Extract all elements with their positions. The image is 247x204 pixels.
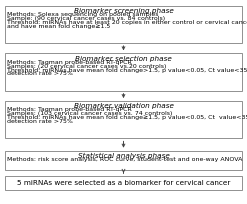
Text: Threshold: miRNAs have mean fold change>1.5, p value<0.05, Ct value<35, and: Threshold: miRNAs have mean fold change>… — [7, 68, 247, 73]
Bar — [5, 53, 242, 91]
Text: Methods: risk score analysis, ROC curve, student-test and one-way ANOVA: Methods: risk score analysis, ROC curve,… — [7, 157, 243, 162]
Text: Statistical analysis phase: Statistical analysis phase — [78, 153, 169, 159]
Text: Threshold: miRNAs have mean fold change≥1.5, p value<0.05, Ct  value<35, and: Threshold: miRNAs have mean fold change≥… — [7, 115, 247, 120]
Text: Threshold: miRNAs have at least 20 copies in either control or cervical cancer g: Threshold: miRNAs have at least 20 copie… — [7, 20, 247, 25]
Text: detection rate >75%: detection rate >75% — [7, 71, 73, 76]
Bar — [5, 176, 242, 190]
Text: Biomarker screening phase: Biomarker screening phase — [74, 8, 173, 14]
Text: Samples: (20 cervical cancer cases vs.20 controls): Samples: (20 cervical cancer cases vs.20… — [7, 64, 167, 69]
Text: detection rate >75%: detection rate >75% — [7, 119, 73, 124]
Text: Biomarker selection phase: Biomarker selection phase — [75, 55, 172, 62]
Text: Sample: (90 cervical cancer cases vs. 84 controls): Sample: (90 cervical cancer cases vs. 84… — [7, 16, 165, 21]
Text: Methods: Taqman probe-based RT-qPCR: Methods: Taqman probe-based RT-qPCR — [7, 60, 132, 65]
Text: and have mean fold change≥1.5: and have mean fold change≥1.5 — [7, 24, 111, 29]
Text: Samples: (103 cervical cancer cases vs. 74 controls): Samples: (103 cervical cancer cases vs. … — [7, 111, 173, 116]
Bar — [5, 6, 242, 43]
Bar — [5, 101, 242, 139]
Text: Methods: Taqman probe-based RT-qPCR: Methods: Taqman probe-based RT-qPCR — [7, 108, 132, 112]
Text: Methods: Solexa sequencing on pooled samples: Methods: Solexa sequencing on pooled sam… — [7, 12, 159, 17]
Text: 5 miRNAs were selected as a biomarker for cervical cancer: 5 miRNAs were selected as a biomarker fo… — [17, 180, 230, 186]
Text: Biomarker validation phase: Biomarker validation phase — [74, 103, 173, 109]
Bar — [5, 151, 242, 170]
